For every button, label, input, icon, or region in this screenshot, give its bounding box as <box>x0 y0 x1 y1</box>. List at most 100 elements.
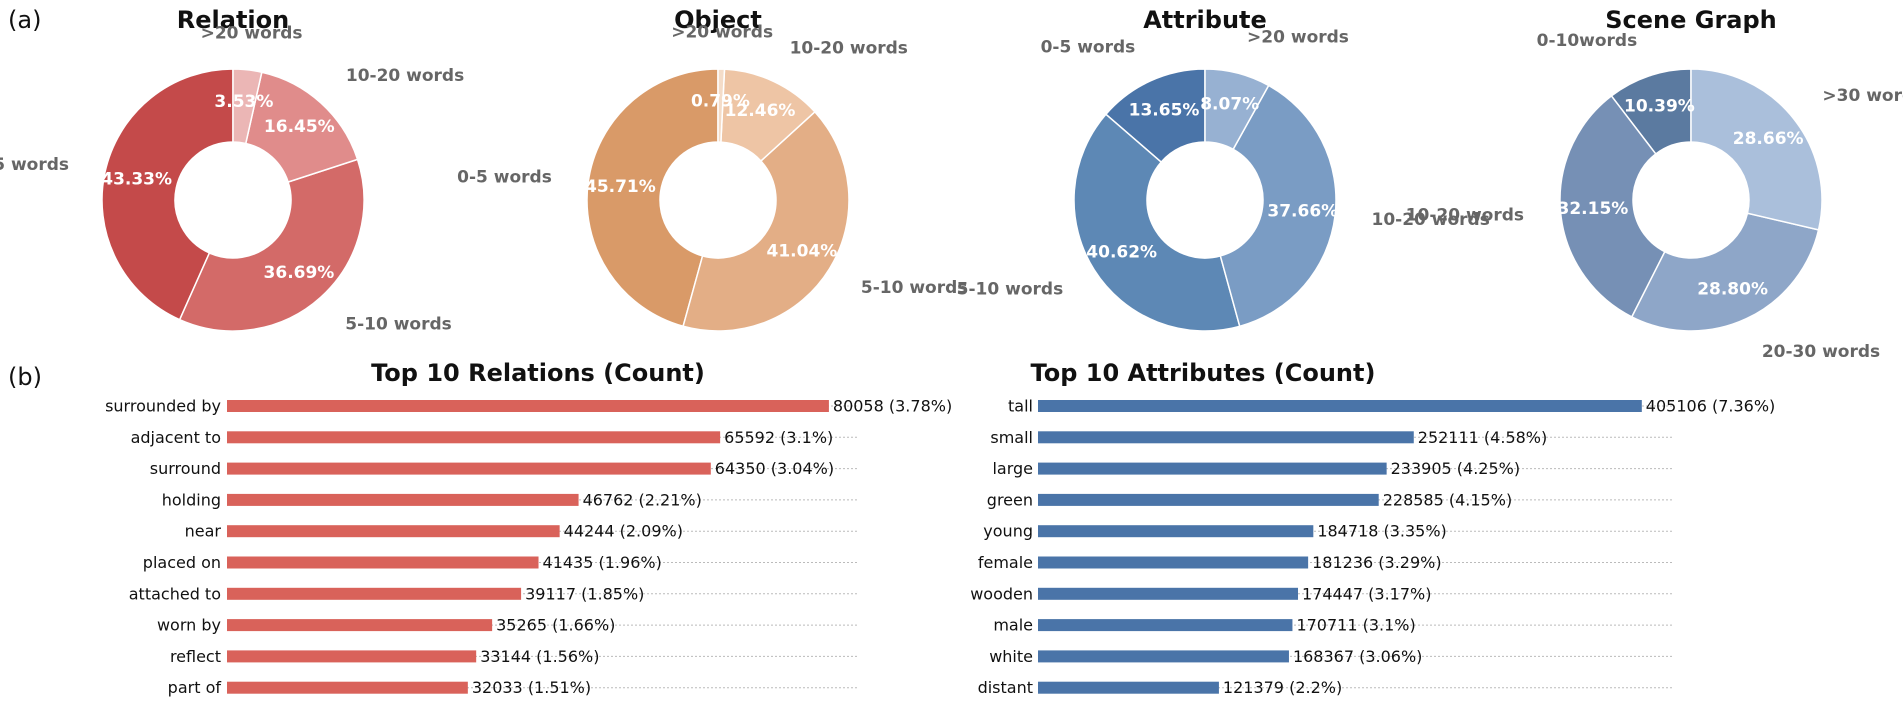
bar <box>1038 681 1219 694</box>
y-tick-label: wooden <box>970 584 1033 603</box>
bar <box>1038 587 1299 600</box>
bar-label: 64350 (3.04%) <box>715 459 834 478</box>
slice-category: >30 words <box>1822 86 1903 106</box>
bar-label: 41435 (1.96%) <box>543 553 662 572</box>
bar <box>1038 650 1289 663</box>
y-tick-label: worn by <box>157 616 221 635</box>
slice-category: >20 words <box>201 23 303 43</box>
y-tick-label: large <box>992 459 1033 478</box>
slice-category: 0-5 words <box>457 167 552 187</box>
y-tick-label: surround <box>150 459 221 478</box>
y-tick-label: near <box>185 522 222 541</box>
slice-category: 5-10 words <box>957 279 1064 299</box>
pie-slice <box>1204 68 1270 151</box>
slice-label: 16.45% <box>264 117 335 137</box>
pie-slice <box>1630 212 1820 332</box>
y-tick-label: female <box>978 553 1033 572</box>
pie-slice <box>1219 84 1337 328</box>
y-tick-label: part of <box>168 678 222 697</box>
y-tick-label: adjacent to <box>131 428 221 447</box>
slice-category: 10-20 words <box>1371 210 1489 230</box>
bar-label: 46762 (2.21%) <box>583 490 702 509</box>
chart-title: Top 10 Relations (Count) <box>371 359 705 387</box>
slice-label: 43.33% <box>101 170 172 190</box>
bar-label: 35265 (1.66%) <box>496 616 615 635</box>
bar <box>227 525 560 538</box>
slice-label: 0.79% <box>691 92 750 112</box>
slice-category: 5-10 words <box>861 278 968 298</box>
bar <box>1038 400 1642 412</box>
y-tick-label: male <box>993 616 1033 635</box>
slice-label: 45.71% <box>585 177 656 197</box>
bar <box>227 619 493 632</box>
bar <box>227 587 522 600</box>
slice-label: 3.53% <box>214 92 273 112</box>
bar <box>227 400 829 412</box>
chart-title: Relation <box>177 6 289 34</box>
bar-label: 80058 (3.78%) <box>833 397 952 416</box>
y-tick-label: attached to <box>129 584 221 603</box>
slice-category: >20 words <box>671 22 773 42</box>
slice-category: >20 words <box>1247 28 1349 48</box>
bar-label: 228585 (4.15%) <box>1383 490 1512 509</box>
bar-label: 44244 (2.09%) <box>564 522 683 541</box>
bar <box>1038 493 1379 506</box>
bar <box>227 462 711 475</box>
slice-label: 28.66% <box>1733 129 1804 149</box>
slice-label: 37.66% <box>1267 202 1338 222</box>
y-tick-label: white <box>989 647 1033 666</box>
pie-slice <box>101 68 234 321</box>
slice-category: 20-30 words <box>1762 342 1880 362</box>
bar-label: 65592 (3.1%) <box>724 428 833 447</box>
chart-title: Scene Graph <box>1605 6 1777 34</box>
bar-label: 181236 (3.29%) <box>1312 553 1441 572</box>
slice-category: 0-5 words <box>0 155 69 175</box>
bar <box>227 681 468 694</box>
bar-label: 168367 (3.06%) <box>1293 647 1422 666</box>
pie-slice <box>717 68 726 143</box>
pie-slice <box>1690 68 1823 231</box>
bar <box>227 493 579 506</box>
slice-category: 0-5 words <box>1041 38 1136 58</box>
slice-label: 8.07% <box>1200 95 1259 115</box>
chart-title: Attribute <box>1143 6 1267 34</box>
slice-label: 10.39% <box>1624 97 1695 117</box>
bar <box>1038 619 1293 632</box>
pie-slice <box>1559 94 1666 318</box>
y-tick-label: small <box>990 428 1033 447</box>
pie-slice <box>232 68 263 145</box>
slice-category: 10-20 words <box>790 38 908 58</box>
bar-label: 170711 (3.1%) <box>1296 616 1415 635</box>
bar-label: 33144 (1.56%) <box>480 647 599 666</box>
pie-slice <box>244 71 359 183</box>
slice-label: 28.80% <box>1697 279 1768 299</box>
y-tick-label: holding <box>162 490 221 509</box>
slice-label: 40.62% <box>1086 243 1157 263</box>
y-tick-label: tall <box>1008 397 1033 416</box>
y-tick-label: young <box>983 522 1033 541</box>
slice-label: 12.46% <box>725 101 796 121</box>
bar <box>227 431 721 444</box>
bar <box>1038 525 1314 538</box>
bar-label: 121379 (2.2%) <box>1223 678 1342 697</box>
slice-label: 36.69% <box>264 263 335 283</box>
slice-category: 10-20 words <box>1406 205 1524 225</box>
y-tick-label: green <box>987 490 1033 509</box>
pie-slice <box>178 158 365 332</box>
bar <box>1038 431 1414 444</box>
bar <box>1038 556 1309 569</box>
pie-slice <box>1073 113 1241 332</box>
y-tick-label: distant <box>978 678 1033 697</box>
y-tick-label: placed on <box>143 553 221 572</box>
slice-label: 13.65% <box>1129 100 1200 120</box>
slice-category: 5-10 words <box>345 315 452 335</box>
slice-category: 0-10words <box>1537 31 1638 51</box>
chart-title: Top 10 Attributes (Count) <box>1031 359 1376 387</box>
bar <box>227 556 539 569</box>
panel-label: (b) <box>8 363 42 391</box>
pie-slice <box>682 110 850 332</box>
bar-label: 174447 (3.17%) <box>1302 584 1431 603</box>
bar-label: 252111 (4.58%) <box>1418 428 1547 447</box>
bar-label: 39117 (1.85%) <box>525 584 644 603</box>
